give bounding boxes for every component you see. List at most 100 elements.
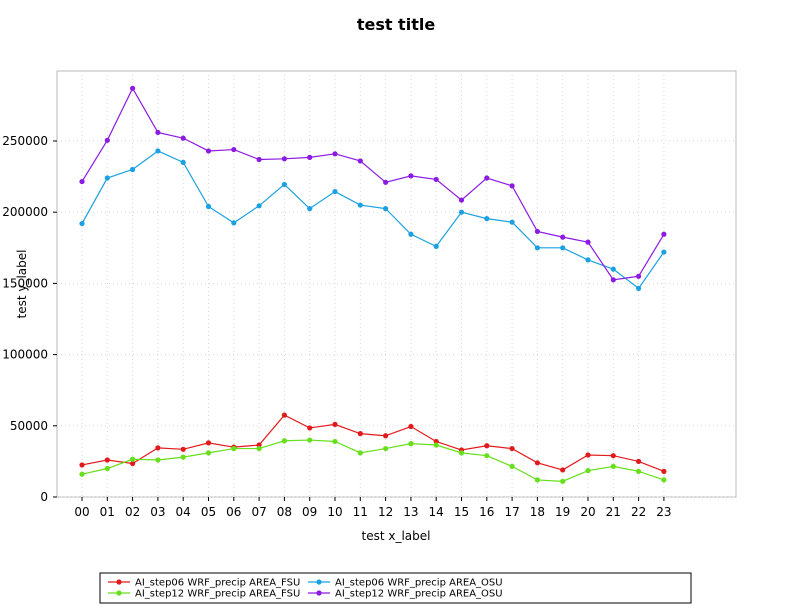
data-point [155,129,161,136]
data-point [408,231,414,237]
data-point [104,175,110,181]
data-point [180,446,186,452]
data-point [155,148,161,154]
data-point [636,458,642,464]
x-tick-label: 11 [353,505,368,519]
x-tick-label: 02 [125,505,140,519]
data-point [458,209,465,215]
x-tick-label: 14 [429,505,444,519]
data-point [307,206,313,212]
data-point [205,450,212,456]
data-point [484,216,490,222]
data-point [534,477,541,483]
legend-swatch-marker [316,590,322,596]
data-point [231,445,237,452]
data-point [509,463,515,469]
x-tick-label: 07 [251,505,266,519]
data-point [256,156,262,163]
data-point [433,442,439,448]
y-tick-label: 150000 [2,276,48,290]
data-point [130,166,136,173]
y-tick-label: 250000 [2,134,48,148]
data-point [205,203,212,210]
data-point [180,135,186,141]
plot-frame [56,70,737,498]
data-point [585,452,591,458]
data-point [357,158,363,164]
data-point [383,206,389,212]
data-point [509,219,515,225]
legend-label: AI_step12 WRF_precip AREA_OSU [335,589,503,600]
data-point [332,421,338,427]
data-point [534,228,541,235]
data-point [281,438,287,444]
data-point [79,220,85,227]
data-point [484,453,490,459]
data-point [661,477,667,483]
x-tick-label: 13 [403,505,418,519]
x-tick-label: 15 [454,505,469,519]
chart-title: test title [357,15,436,34]
data-point [180,454,186,460]
data-point [332,151,338,157]
data-point [433,176,439,183]
data-point [408,173,414,179]
data-point [256,445,262,452]
data-point [534,460,541,466]
axes [53,140,665,501]
data-point [180,159,186,165]
data-point [610,266,616,272]
legend-label: AI_step06 WRF_precip AREA_OSU [335,578,503,589]
data-point [636,285,642,291]
data-point [307,154,313,160]
data-point [281,181,287,188]
y-tick-label: 50000 [10,419,48,433]
data-point [585,468,591,474]
data-point [661,468,667,474]
data-point [357,431,363,437]
data-point [509,445,515,452]
y-axis-label: test y_label [15,250,29,319]
y-tick-label: 100000 [2,348,48,362]
x-tick-label: 06 [226,505,241,519]
data-point [534,245,541,251]
data-point [155,457,161,463]
data-point [585,239,591,245]
data-point [104,457,110,463]
data-point [130,460,136,467]
series-line [81,414,665,472]
data-point [79,462,85,468]
data-point [585,257,591,263]
x-axis-label: test x_label [362,529,431,543]
data-point [332,188,338,195]
legend-swatch-marker [116,579,122,585]
data-point [104,137,110,143]
data-point [256,203,262,209]
data-point [560,467,566,473]
data-point [205,148,212,154]
series-line [81,87,665,281]
x-tick-label: 00 [74,505,89,519]
x-tick-label: 16 [479,505,494,519]
data-point [661,249,667,255]
data-point [509,183,515,189]
data-point [383,179,389,185]
data-point [484,443,490,449]
data-point [661,231,667,237]
data-point [281,412,287,418]
data-point [636,468,642,474]
data-point [408,423,414,430]
x-tick-label: 10 [327,505,342,519]
data-point [281,156,287,162]
x-tick-label: 04 [176,505,191,519]
data-point [79,178,85,185]
data-point [383,445,389,452]
data-point [104,465,110,472]
series-line [81,439,665,482]
data-point [610,463,616,469]
data-point [433,438,439,445]
data-point [433,243,439,249]
series-line [81,150,665,290]
